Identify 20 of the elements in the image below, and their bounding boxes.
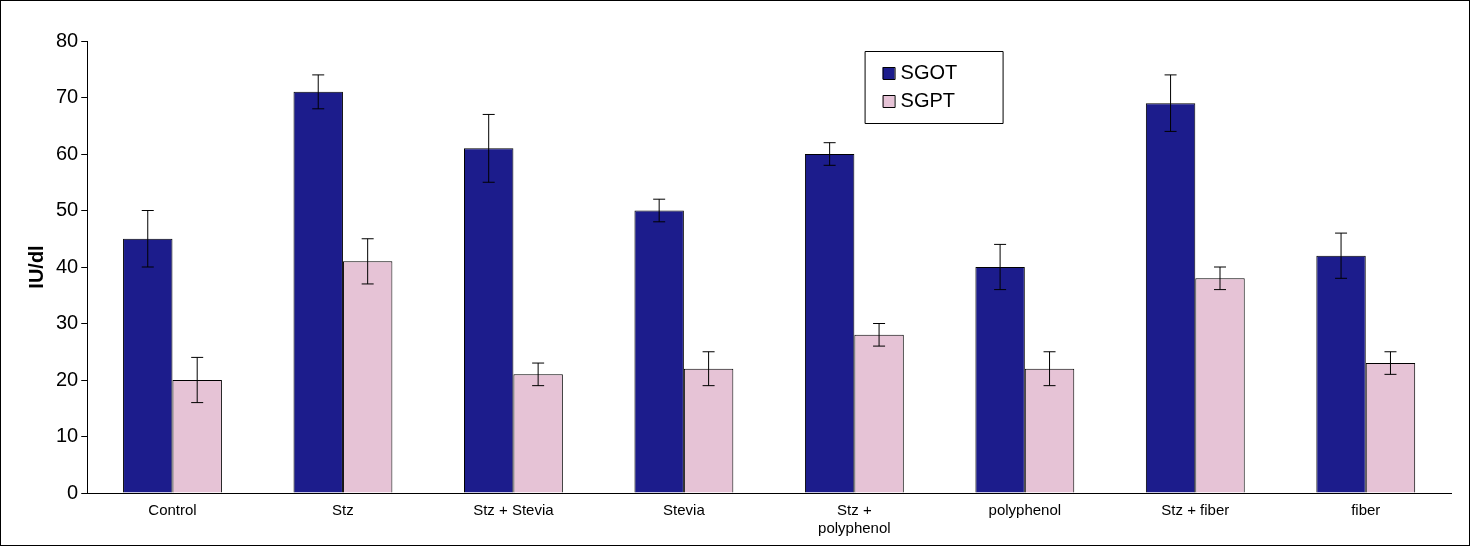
x-tick-label: Stz + fiber: [1161, 501, 1230, 519]
x-tick-label: Control: [148, 501, 197, 519]
y-axis-title: IU/dl: [24, 245, 47, 289]
y-tick-label: 10: [56, 424, 79, 447]
x-tick-label: Stz + Stevia: [473, 501, 555, 519]
y-tick-label: 80: [56, 28, 79, 51]
y-tick-label: 50: [56, 198, 79, 221]
y-tick-label: 20: [56, 367, 79, 390]
x-tick-label: Stevia: [663, 501, 706, 519]
x-tick-label: fiber: [1351, 501, 1381, 519]
x-tick-label: polyphenol: [988, 501, 1062, 519]
x-tick-label: Stz + polyphenol: [818, 501, 891, 537]
y-tick-label: 70: [56, 85, 79, 108]
y-tick-label: 60: [56, 141, 79, 164]
y-tick-label: 40: [56, 254, 79, 277]
legend-label: SGOT: [900, 60, 958, 83]
y-tick-label: 30: [56, 311, 79, 334]
y-tick-label: 0: [67, 480, 79, 503]
x-tick-label: Stz: [332, 501, 354, 519]
legend-label: SGPT: [900, 88, 956, 111]
